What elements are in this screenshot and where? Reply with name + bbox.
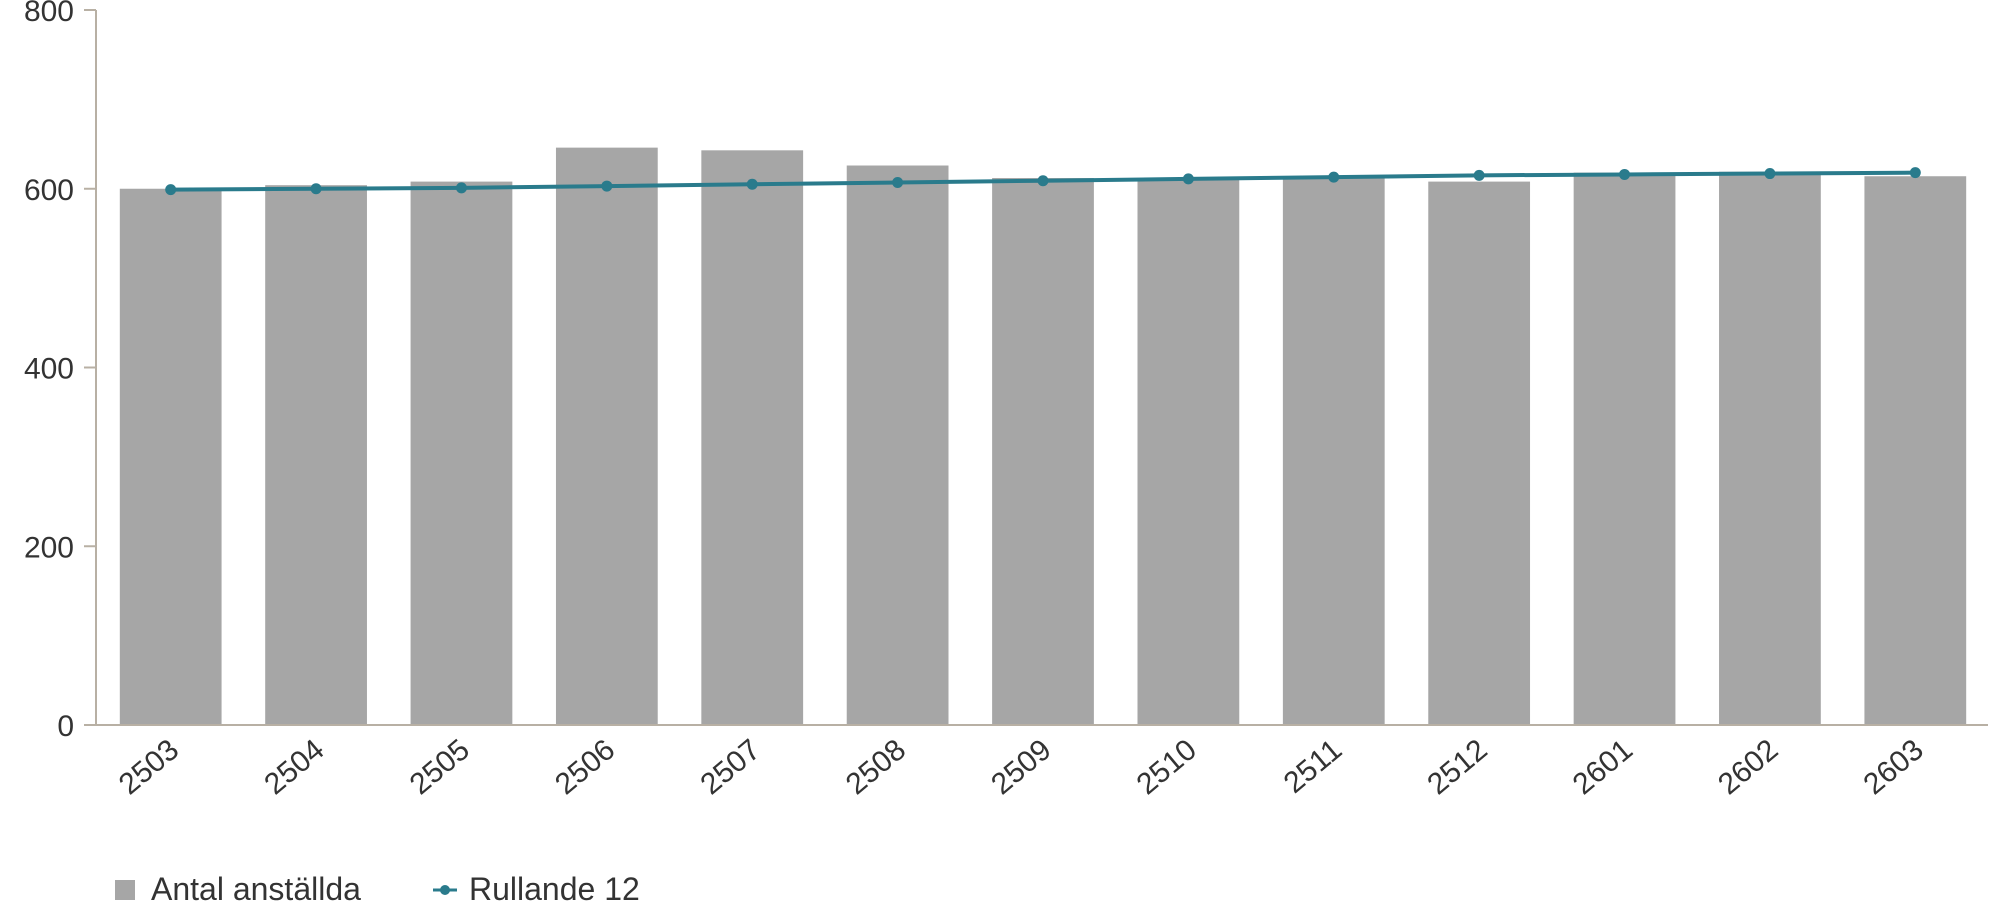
x-tick-label: 2603: [1857, 733, 1929, 801]
line-point-2508[interactable]: [892, 176, 904, 188]
x-tick-label: 2511: [1278, 733, 1349, 800]
line-point-2509[interactable]: [1037, 175, 1049, 187]
x-tick-label: 2505: [404, 733, 476, 801]
line-point-2505[interactable]: [455, 182, 467, 194]
bar-2504[interactable]: [265, 185, 367, 726]
bar-2511[interactable]: [1282, 177, 1385, 726]
y-tick-label: 400: [24, 353, 74, 386]
y-tick-label: 0: [57, 710, 74, 743]
x-tick-label: 2507: [694, 733, 766, 801]
bar-2503[interactable]: [119, 188, 222, 725]
x-tick-label: 2503: [113, 733, 185, 801]
x-tick-label: 2512: [1421, 733, 1493, 801]
y-tick-label: 200: [24, 531, 74, 564]
bar-2601[interactable]: [1573, 172, 1676, 726]
bars-layer: [119, 147, 1967, 726]
line-point-2601[interactable]: [1619, 168, 1631, 180]
bar-2506[interactable]: [555, 147, 658, 725]
line-layer: [165, 167, 1921, 196]
line-point-2504[interactable]: [310, 183, 322, 195]
legend-bar-swatch: [115, 880, 135, 900]
line-point-2511[interactable]: [1328, 171, 1340, 183]
legend-line-label: Rullande 12: [469, 871, 640, 907]
x-tick-label: 2509: [985, 733, 1057, 801]
y-tick-label: 600: [24, 174, 74, 207]
x-tick-label: 2506: [549, 733, 621, 801]
bar-2510[interactable]: [1137, 179, 1240, 725]
bar-2602[interactable]: [1719, 171, 1821, 726]
x-tick-label: 2601: [1567, 733, 1639, 801]
bar-2509[interactable]: [992, 178, 1094, 725]
bar-2505[interactable]: [410, 181, 513, 726]
x-tick-label: 2510: [1131, 733, 1203, 801]
legend[interactable]: Antal anställda Rullande 12: [115, 871, 640, 907]
line-point-2603[interactable]: [1909, 167, 1921, 179]
line-point-2602[interactable]: [1764, 168, 1776, 180]
y-tick-label: 800: [24, 0, 74, 28]
bar-2507[interactable]: [701, 150, 804, 726]
x-ticks: 2503 2504 2505 2506 2507 2508 2509 2510 2511 2512…: [113, 733, 1930, 801]
line-point-2507[interactable]: [746, 178, 758, 190]
x-tick-label: 2602: [1712, 733, 1784, 801]
bar-2512[interactable]: [1428, 181, 1531, 726]
legend-bar-label: Antal anställda: [151, 871, 361, 907]
line-point-2510[interactable]: [1182, 173, 1194, 185]
line-point-2506[interactable]: [601, 180, 613, 192]
bar-2508[interactable]: [846, 165, 949, 725]
line-point-2503[interactable]: [165, 184, 177, 196]
line-point-2512[interactable]: [1473, 169, 1485, 181]
x-tick-label: 2508: [840, 733, 912, 801]
y-ticks: 0 200 400 600 800: [24, 0, 96, 743]
bar-2603[interactable]: [1864, 176, 1967, 726]
legend-line-marker: [440, 885, 450, 895]
x-tick-label: 2504: [258, 733, 330, 801]
